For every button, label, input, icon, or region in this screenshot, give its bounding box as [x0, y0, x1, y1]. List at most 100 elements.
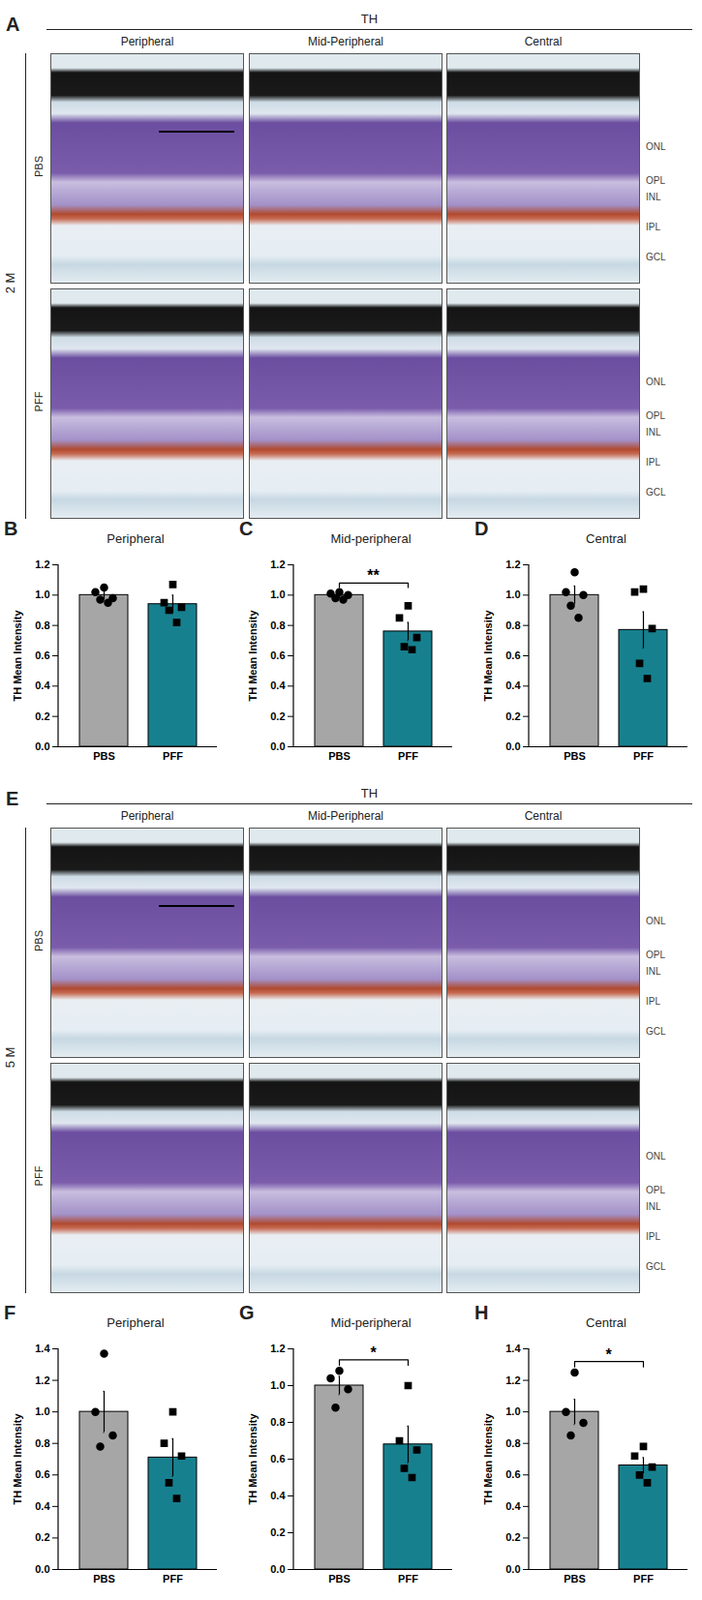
html-text:D: D — [474, 518, 489, 540]
svg-text:1.0: 1.0 — [505, 1405, 520, 1418]
html-text:INL: INL — [645, 191, 661, 203]
svg-text:1.2: 1.2 — [270, 1342, 285, 1355]
svg-text:0.6: 0.6 — [505, 1468, 520, 1481]
svg-text:TH Mean Intensity: TH Mean Intensity — [11, 1413, 24, 1506]
svg-text:1.0: 1.0 — [505, 588, 520, 601]
html-text:Peripheral: Peripheral — [120, 34, 174, 49]
html-text:TH: TH — [360, 11, 378, 27]
svg-text:PFF: PFF — [633, 750, 654, 763]
html-text:OPL: OPL — [645, 410, 666, 422]
html-text:IPL: IPL — [645, 221, 661, 233]
svg-text:PFF: PFF — [633, 1573, 654, 1586]
svg-text:0.8: 0.8 — [270, 619, 285, 632]
svg-text:0.8: 0.8 — [34, 619, 50, 632]
html-text:H: H — [474, 1302, 489, 1324]
html-text:Central: Central — [585, 1315, 627, 1331]
svg-text:PFF: PFF — [162, 1573, 184, 1586]
svg-text:TH Mean Intensity: TH Mean Intensity — [482, 1413, 494, 1506]
svg-text:PFF: PFF — [397, 750, 419, 763]
svg-text:0.8: 0.8 — [505, 1437, 520, 1450]
html-text:5 M: 5 M — [2, 1047, 17, 1069]
html-text:PBS: PBS — [32, 930, 45, 952]
svg-text:1.4: 1.4 — [34, 1342, 51, 1355]
html-text:Central: Central — [524, 809, 562, 824]
html-text:E: E — [5, 788, 19, 810]
svg-text:TH Mean Intensity: TH Mean Intensity — [482, 610, 494, 702]
svg-text:1.2: 1.2 — [34, 558, 50, 571]
svg-text:0.4: 0.4 — [34, 1500, 51, 1513]
svg-text:0.0: 0.0 — [505, 1563, 520, 1576]
svg-text:0.0: 0.0 — [34, 1563, 50, 1576]
html-text:PBS: PBS — [32, 155, 45, 178]
svg-text:0.4: 0.4 — [270, 679, 286, 692]
html-text:Peripheral: Peripheral — [120, 809, 174, 824]
svg-text:0.0: 0.0 — [505, 740, 520, 753]
svg-text:0.2: 0.2 — [270, 1526, 285, 1539]
svg-text:TH Mean Intensity: TH Mean Intensity — [246, 1413, 259, 1506]
svg-text:0.8: 0.8 — [270, 1416, 285, 1429]
svg-text:0.0: 0.0 — [270, 1563, 285, 1576]
svg-text:1.2: 1.2 — [34, 1374, 50, 1387]
svg-text:0.4: 0.4 — [34, 679, 51, 692]
html-text:F: F — [3, 1302, 16, 1324]
svg-text:0.8: 0.8 — [34, 1437, 50, 1450]
html-text:G: G — [239, 1302, 255, 1324]
svg-text:0.6: 0.6 — [34, 1468, 50, 1481]
svg-text:0.0: 0.0 — [34, 740, 50, 753]
html-text:PFF: PFF — [32, 391, 45, 412]
svg-text:PBS: PBS — [92, 1573, 116, 1586]
html-text:GCL: GCL — [645, 251, 666, 263]
svg-text:PBS: PBS — [328, 1573, 351, 1586]
svg-text:1.0: 1.0 — [270, 1379, 285, 1392]
svg-text:1.2: 1.2 — [505, 558, 520, 571]
html-text:PFF: PFF — [32, 1166, 45, 1187]
svg-text:PBS: PBS — [563, 750, 586, 763]
html-text:TH: TH — [360, 786, 378, 801]
html-text:B: B — [3, 518, 18, 540]
html-text:C: C — [239, 518, 254, 540]
svg-text:0.6: 0.6 — [270, 649, 285, 662]
svg-text:0.6: 0.6 — [270, 1453, 285, 1466]
html-text:Peripheral: Peripheral — [106, 531, 165, 547]
svg-text:PBS: PBS — [328, 750, 351, 763]
html-text:OPL: OPL — [645, 175, 666, 187]
svg-text:0.2: 0.2 — [34, 710, 50, 723]
html-text:Peripheral: Peripheral — [106, 1315, 165, 1331]
svg-text:PBS: PBS — [92, 750, 116, 763]
svg-text:0.8: 0.8 — [505, 619, 520, 632]
html-text:Mid-peripheral: Mid-peripheral — [330, 531, 412, 547]
svg-text:0.2: 0.2 — [270, 710, 285, 723]
html-text:A: A — [5, 13, 20, 35]
svg-text:0.4: 0.4 — [505, 1500, 521, 1513]
svg-text:1.0: 1.0 — [34, 1405, 50, 1418]
html-text:Central: Central — [524, 34, 562, 49]
svg-text:TH Mean Intensity: TH Mean Intensity — [11, 610, 24, 702]
svg-text:1.4: 1.4 — [505, 1342, 521, 1355]
svg-text:*: * — [369, 1344, 377, 1362]
svg-text:0.6: 0.6 — [34, 649, 50, 662]
html-text:ONL: ONL — [645, 140, 666, 152]
svg-text:0.2: 0.2 — [34, 1531, 50, 1544]
svg-text:1.0: 1.0 — [270, 588, 285, 601]
html-text:Central: Central — [585, 531, 627, 547]
svg-text:1.2: 1.2 — [505, 1374, 520, 1387]
svg-text:0.2: 0.2 — [505, 710, 520, 723]
svg-text:0.0: 0.0 — [270, 740, 285, 753]
svg-text:*: * — [605, 1346, 612, 1364]
svg-text:0.4: 0.4 — [270, 1490, 286, 1502]
svg-text:1.0: 1.0 — [34, 588, 50, 601]
svg-text:0.2: 0.2 — [505, 1531, 520, 1544]
html-text:Mid-Peripheral: Mid-Peripheral — [307, 809, 384, 824]
html-text:Mid-Peripheral: Mid-Peripheral — [307, 34, 384, 49]
svg-text:0.6: 0.6 — [505, 649, 520, 662]
svg-text:1.2: 1.2 — [270, 558, 285, 571]
svg-text:TH Mean Intensity: TH Mean Intensity — [246, 610, 259, 702]
svg-text:PFF: PFF — [397, 1573, 419, 1586]
svg-text:**: ** — [366, 567, 380, 584]
svg-text:0.4: 0.4 — [505, 679, 521, 692]
svg-text:PBS: PBS — [563, 1573, 586, 1586]
html-text:2 M: 2 M — [2, 272, 17, 294]
svg-text:PFF: PFF — [162, 750, 184, 763]
html-text:Mid-peripheral: Mid-peripheral — [330, 1315, 412, 1331]
html-text:INL: INL — [645, 426, 661, 438]
